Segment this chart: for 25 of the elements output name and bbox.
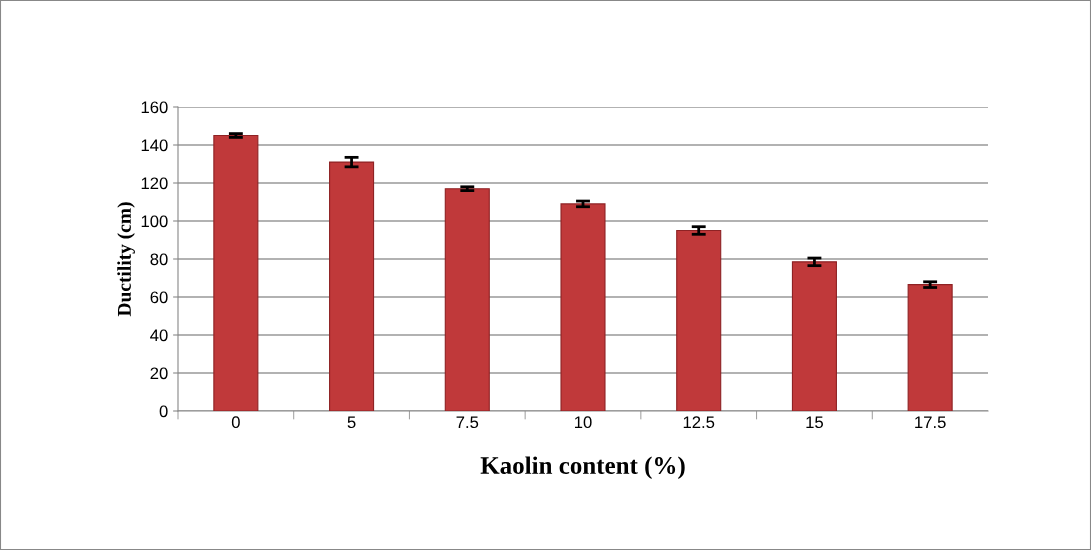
y-tick-label: 80 bbox=[150, 253, 168, 266]
bar bbox=[907, 284, 953, 411]
bar bbox=[213, 134, 259, 411]
x-tick-label: 0 bbox=[231, 416, 240, 429]
bar bbox=[791, 261, 837, 411]
x-tick-label: 10 bbox=[575, 416, 592, 429]
y-tick-label: 100 bbox=[141, 215, 168, 228]
x-tick-label: 17.5 bbox=[915, 416, 946, 429]
y-tick-label: 20 bbox=[150, 367, 168, 380]
y-tick-label: 0 bbox=[159, 405, 168, 418]
bar bbox=[444, 188, 490, 411]
y-tick-label: 160 bbox=[141, 101, 168, 114]
x-tick-label: 12.5 bbox=[683, 416, 715, 429]
bar bbox=[329, 161, 375, 411]
x-tick-label: 5 bbox=[347, 416, 356, 429]
y-tick-label: 60 bbox=[150, 291, 168, 304]
x-tick-label: 7.5 bbox=[456, 416, 479, 429]
y-tick-label: 40 bbox=[150, 329, 168, 342]
y-tick-label: 120 bbox=[141, 177, 168, 190]
x-tick-label: 15 bbox=[806, 416, 823, 429]
y-tick-label: 140 bbox=[141, 139, 168, 152]
bar bbox=[560, 203, 606, 411]
y-axis-title: Ductility (cm) bbox=[117, 202, 135, 317]
bar bbox=[676, 229, 722, 411]
x-axis-title: Kaolin content (%) bbox=[480, 456, 685, 480]
